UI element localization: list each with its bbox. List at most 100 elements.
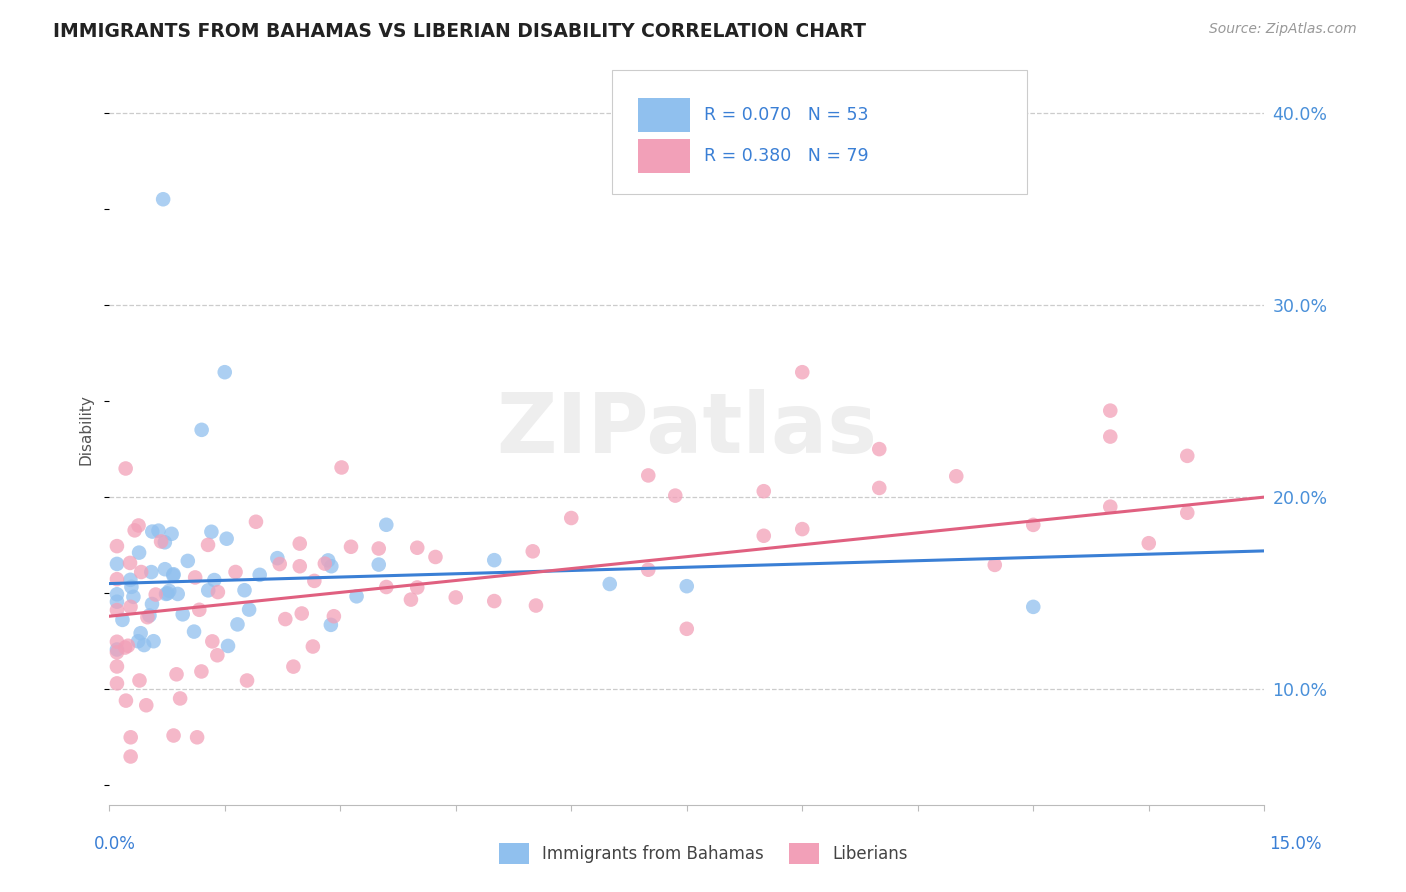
Point — [105, 539, 128, 553]
Point — [522, 544, 544, 558]
Point — [142, 634, 165, 648]
Point — [129, 626, 152, 640]
Point — [135, 698, 157, 713]
Point — [188, 603, 211, 617]
Point — [122, 590, 145, 604]
Point — [120, 749, 142, 764]
Point — [197, 538, 219, 552]
Point — [1099, 429, 1122, 443]
Point — [375, 580, 398, 594]
Point — [484, 594, 506, 608]
Point — [141, 565, 163, 579]
Point — [207, 585, 229, 599]
Point — [155, 587, 177, 601]
Point — [1022, 517, 1045, 532]
Point — [406, 581, 429, 595]
Point — [1137, 536, 1160, 550]
Point — [266, 551, 288, 566]
Point — [367, 558, 389, 572]
Point — [105, 659, 128, 673]
Point — [752, 529, 775, 543]
Point — [637, 563, 659, 577]
Point — [314, 557, 336, 571]
Point — [145, 588, 167, 602]
Text: ZIPatlas: ZIPatlas — [496, 389, 877, 470]
Point — [752, 484, 775, 499]
Point — [225, 565, 247, 579]
Point — [114, 461, 136, 475]
Point — [162, 567, 184, 582]
Point — [288, 536, 311, 550]
Point — [153, 535, 176, 549]
Point — [399, 592, 422, 607]
Point — [868, 442, 890, 456]
Point — [105, 676, 128, 690]
Point — [141, 524, 163, 539]
Point — [127, 634, 149, 648]
Point — [129, 565, 152, 579]
Point — [375, 517, 398, 532]
Point — [197, 583, 219, 598]
Point — [138, 608, 160, 623]
Point — [868, 481, 890, 495]
Point — [169, 691, 191, 706]
Point — [153, 562, 176, 576]
Point — [141, 597, 163, 611]
FancyBboxPatch shape — [612, 70, 1028, 194]
Point — [1099, 403, 1122, 417]
Point — [111, 613, 134, 627]
Point — [202, 573, 225, 587]
Point — [120, 580, 142, 594]
FancyBboxPatch shape — [638, 98, 690, 132]
Point — [156, 586, 179, 600]
Point — [291, 607, 314, 621]
Point — [637, 468, 659, 483]
Text: R = 0.380   N = 79: R = 0.380 N = 79 — [704, 147, 869, 165]
Text: R = 0.070   N = 53: R = 0.070 N = 53 — [704, 106, 869, 124]
Point — [340, 540, 363, 554]
Point — [1099, 500, 1122, 514]
Point — [444, 591, 467, 605]
Point — [226, 617, 249, 632]
Point — [217, 639, 239, 653]
Point — [120, 573, 142, 587]
Point — [236, 673, 259, 688]
Point — [425, 549, 447, 564]
Text: 15.0%: 15.0% — [1270, 835, 1322, 853]
Point — [120, 599, 142, 614]
Point — [105, 572, 128, 586]
Point — [118, 556, 141, 570]
Point — [172, 607, 194, 622]
Point — [560, 511, 582, 525]
Point — [117, 639, 139, 653]
Point — [316, 553, 339, 567]
Point — [249, 567, 271, 582]
Point — [124, 524, 146, 538]
Point — [215, 532, 238, 546]
Point — [214, 365, 236, 379]
Point — [524, 599, 547, 613]
Point — [160, 526, 183, 541]
Point — [319, 618, 342, 632]
Point — [1022, 599, 1045, 614]
Point — [245, 515, 267, 529]
Legend: Immigrants from Bahamas, Liberians: Immigrants from Bahamas, Liberians — [492, 837, 914, 871]
Point — [233, 583, 256, 598]
Point — [166, 587, 188, 601]
Point — [283, 659, 305, 673]
Point — [792, 365, 814, 379]
Point — [105, 557, 128, 571]
Point — [162, 568, 184, 582]
Point — [183, 624, 205, 639]
Point — [484, 553, 506, 567]
Point — [675, 579, 697, 593]
Point — [128, 673, 150, 688]
Point — [105, 587, 128, 601]
FancyBboxPatch shape — [638, 139, 690, 173]
Text: IMMIGRANTS FROM BAHAMAS VS LIBERIAN DISABILITY CORRELATION CHART: IMMIGRANTS FROM BAHAMAS VS LIBERIAN DISA… — [53, 22, 866, 41]
Point — [136, 610, 159, 624]
Point — [105, 645, 128, 659]
Point — [162, 729, 184, 743]
Point — [675, 622, 697, 636]
Point — [322, 609, 344, 624]
